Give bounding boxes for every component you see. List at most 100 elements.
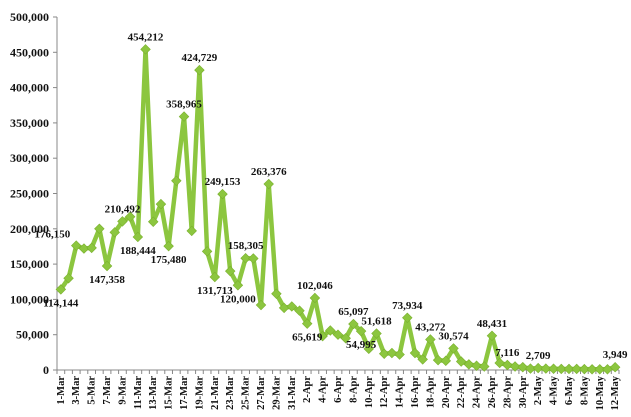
data-point-marker xyxy=(332,329,344,340)
data-point-marker xyxy=(509,361,521,372)
data-label: 120,000 xyxy=(220,293,256,305)
data-point-marker xyxy=(455,356,467,367)
data-label: 188,444 xyxy=(120,245,156,257)
data-point-marker xyxy=(148,216,159,227)
x-tick-label: 22-Apr xyxy=(456,376,467,408)
x-tick-label: 1-Mar xyxy=(56,376,67,405)
x-tick-label: 19-Mar xyxy=(194,376,205,410)
data-point-marker xyxy=(232,280,244,291)
y-tick-label: 0 xyxy=(43,363,49,377)
y-tick-label: 250,000 xyxy=(10,187,49,201)
data-point-marker xyxy=(540,363,552,374)
x-tick-label: 25-Mar xyxy=(241,376,252,410)
data-label: 7,116 xyxy=(495,347,520,359)
data-label: 30,574 xyxy=(438,330,469,342)
data-point-marker xyxy=(378,348,390,359)
y-tick-label: 200,000 xyxy=(10,222,49,236)
data-point-marker xyxy=(109,227,120,238)
data-point-marker xyxy=(402,312,413,324)
x-tick-label: 6-Apr xyxy=(333,376,344,403)
data-point-marker xyxy=(586,364,598,375)
data-point-marker xyxy=(248,253,259,264)
data-labels: 114,144 176,150 147,358 210,492 188,444 454,2… xyxy=(34,31,628,362)
data-label: 176,150 xyxy=(34,229,70,241)
x-axis-ticks: 1-Mar 3-Mar 5-Mar 7-Mar 9-Mar 11-Mar 13-Mar 15-… xyxy=(56,370,621,410)
x-tick-label: 7-Mar xyxy=(102,376,113,405)
data-label: 54,995 xyxy=(346,339,377,351)
data-label: 2,709 xyxy=(526,350,551,362)
data-point-marker xyxy=(171,175,182,187)
x-tick-label: 17-Mar xyxy=(179,376,190,410)
data-point-marker xyxy=(432,354,444,366)
x-tick-label: 20-Apr xyxy=(441,376,452,408)
x-tick-label: 23-Mar xyxy=(225,376,236,410)
x-tick-label: 10-May xyxy=(595,375,606,410)
data-point-marker xyxy=(140,44,151,55)
data-point-marker xyxy=(301,318,313,329)
data-label: 454,212 xyxy=(128,31,164,43)
x-tick-label: 18-Apr xyxy=(425,376,436,408)
y-tick-label: 100,000 xyxy=(10,292,49,306)
x-tick-label: 4-May xyxy=(549,375,560,405)
data-label: 65,619 xyxy=(292,332,323,344)
data-point-marker xyxy=(155,198,167,210)
series-line xyxy=(58,47,618,372)
x-tick-label: 31-Mar xyxy=(287,376,298,410)
data-point-marker xyxy=(201,246,213,257)
data-point-marker xyxy=(163,240,174,252)
x-tick-label: 2-Apr xyxy=(302,376,313,403)
data-point-marker xyxy=(101,260,113,272)
data-point-marker xyxy=(448,343,459,354)
data-point-marker xyxy=(479,361,490,372)
data-point-marker xyxy=(55,284,67,295)
x-tick-label: 11-Mar xyxy=(133,376,144,410)
data-point-marker xyxy=(217,188,228,200)
data-label: 249,153 xyxy=(205,176,241,188)
x-tick-label: 16-Apr xyxy=(410,376,421,408)
data-point-marker xyxy=(255,299,267,311)
data-label: 175,480 xyxy=(151,254,187,266)
data-label: 424,729 xyxy=(182,52,218,64)
data-label: 48,431 xyxy=(477,318,507,330)
data-point-marker xyxy=(425,334,436,345)
y-tick-label: 50,000 xyxy=(16,328,49,342)
data-point-marker xyxy=(363,343,375,355)
data-point-marker xyxy=(579,363,590,375)
x-tick-label: 4-Apr xyxy=(318,376,329,403)
data-point-marker xyxy=(186,225,197,237)
data-point-marker xyxy=(471,360,482,371)
data-point-marker xyxy=(194,64,205,76)
data-point-marker xyxy=(340,333,351,344)
data-label: 131,713 xyxy=(197,285,233,297)
data-point-marker xyxy=(309,292,321,304)
data-label: 147,358 xyxy=(89,274,125,286)
data-point-marker xyxy=(71,240,82,251)
data-point-marker xyxy=(532,362,544,374)
data-point-marker xyxy=(325,325,336,336)
y-tick-label: 500,000 xyxy=(10,10,49,24)
data-label: 102,046 xyxy=(297,280,333,292)
x-tick-label: 29-Mar xyxy=(271,376,282,410)
data-point-marker xyxy=(548,363,559,374)
x-tick-label: 6-May xyxy=(564,375,575,405)
data-label: 73,934 xyxy=(392,300,423,312)
y-tick-label: 450,000 xyxy=(10,45,49,59)
data-point-marker xyxy=(371,328,382,339)
data-label: 51,618 xyxy=(361,316,392,328)
data-label: 3,949 xyxy=(603,349,628,361)
x-tick-label: 28-Apr xyxy=(502,376,513,408)
data-point-marker xyxy=(556,363,567,375)
data-point-marker xyxy=(286,301,298,312)
series-markers xyxy=(55,44,621,375)
data-label: 65,097 xyxy=(338,306,369,318)
data-point-marker xyxy=(355,325,367,337)
x-tick-label: 8-May xyxy=(579,375,590,405)
data-point-marker xyxy=(178,111,190,122)
data-point-marker xyxy=(263,178,274,190)
data-point-marker xyxy=(609,361,621,373)
data-point-marker xyxy=(240,253,251,264)
x-tick-label: 12-Apr xyxy=(379,376,390,408)
data-point-marker xyxy=(294,305,305,316)
